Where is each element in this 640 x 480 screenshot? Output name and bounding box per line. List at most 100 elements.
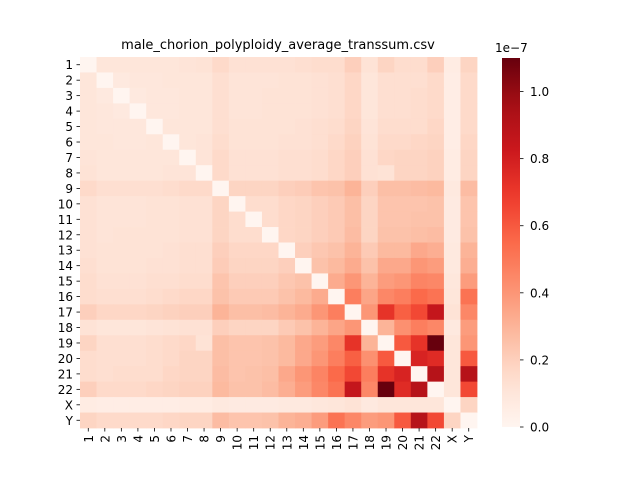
heatmap-cell: [228, 350, 246, 367]
heatmap-cell: [443, 257, 461, 274]
heatmap-cell: [377, 304, 395, 321]
heatmap-cell: [179, 350, 197, 367]
heatmap-cell: [460, 350, 478, 367]
heatmap-cell: [179, 304, 197, 321]
y-tick-label: 1: [65, 58, 73, 72]
heatmap-cell: [80, 288, 97, 305]
heatmap-cell: [295, 180, 312, 197]
heatmap-cell: [113, 149, 131, 166]
heatmap-cell: [410, 412, 428, 429]
heatmap-cell: [96, 227, 114, 243]
heatmap-cell: [195, 335, 213, 352]
heatmap-cell: [410, 72, 428, 89]
heatmap-cell: [162, 381, 180, 398]
heatmap-cell: [427, 103, 445, 120]
heatmap-cell: [245, 366, 263, 383]
heatmap-cell: [394, 381, 412, 398]
heatmap-cell: [261, 196, 279, 212]
heatmap-cell: [261, 103, 279, 120]
heatmap-cell: [162, 412, 180, 429]
heatmap-cell: [410, 304, 428, 321]
heatmap-cell: [80, 381, 97, 398]
heatmap-cell: [295, 165, 312, 182]
heatmap-cell: [162, 103, 180, 120]
x-tick-label: 13: [280, 435, 294, 450]
heatmap-cell: [278, 165, 296, 182]
heatmap-cell: [361, 304, 379, 321]
x-tick-label: 17: [346, 435, 360, 450]
heatmap-cell: [361, 57, 379, 73]
heatmap-cell: [212, 103, 230, 120]
heatmap-cell: [278, 304, 296, 321]
heatmap-cell: [129, 366, 147, 383]
heatmap-cell: [245, 381, 263, 398]
heatmap-cell: [80, 412, 97, 429]
heatmap-cell: [295, 134, 312, 151]
heatmap-cell: [261, 180, 279, 197]
heatmap-cell: [410, 273, 428, 290]
heatmap-cell: [361, 381, 379, 398]
heatmap-cell: [278, 397, 296, 413]
heatmap-cell: [146, 57, 164, 73]
heatmap-cell: [162, 335, 180, 352]
heatmap-cell: [129, 57, 147, 73]
heatmap-cell: [245, 273, 263, 290]
heatmap-cell: [80, 304, 97, 321]
heatmap-cell: [146, 412, 164, 429]
heatmap-cell: [443, 149, 461, 166]
heatmap-cell: [146, 257, 164, 274]
heatmap-cell: [295, 103, 312, 120]
heatmap-cell: [96, 381, 114, 398]
heatmap-cell: [129, 118, 147, 135]
heatmap-cell: [394, 72, 412, 89]
heatmap-cell: [361, 165, 379, 182]
heatmap-cell: [212, 87, 230, 104]
heatmap-cell: [295, 304, 312, 321]
heatmap-cell: [228, 304, 246, 321]
y-tick-label: 19: [58, 336, 73, 350]
heatmap-cell: [328, 397, 346, 413]
heatmap-cell: [212, 350, 230, 367]
heatmap-cell: [295, 242, 312, 259]
heatmap-cell: [96, 288, 114, 305]
heatmap-cell: [328, 273, 346, 290]
heatmap-cell: [146, 211, 164, 228]
heatmap-cell: [377, 397, 395, 413]
heatmap-cell: [377, 366, 395, 383]
heatmap-cell: [228, 242, 246, 259]
heatmap-cell: [344, 57, 362, 73]
heatmap-cell: [460, 288, 478, 305]
heatmap-cell: [460, 242, 478, 259]
heatmap-cell: [344, 180, 362, 197]
heatmap-cell: [113, 242, 131, 259]
y-tick-label: 2: [65, 74, 73, 88]
heatmap-cell: [361, 257, 379, 274]
heatmap-cell: [80, 149, 97, 166]
heatmap-cell: [361, 350, 379, 367]
heatmap-cell: [179, 180, 197, 197]
heatmap-cell: [195, 57, 213, 73]
heatmap-cell: [394, 118, 412, 135]
x-tick-label: X: [446, 435, 460, 443]
heatmap-cell: [245, 180, 263, 197]
heatmap-cell: [146, 196, 164, 212]
heatmap-cell: [311, 118, 329, 135]
heatmap-cell: [146, 118, 164, 135]
heatmap-cell: [410, 180, 428, 197]
heatmap-cell: [410, 165, 428, 182]
heatmap-cell: [295, 87, 312, 104]
heatmap-cell: [245, 72, 263, 89]
heatmap-cell: [113, 381, 131, 398]
heatmap-cell: [80, 57, 97, 73]
heatmap-cell: [410, 242, 428, 259]
heatmap-cell: [195, 180, 213, 197]
heatmap-cell: [278, 196, 296, 212]
heatmap-cell: [377, 381, 395, 398]
heatmap-cell: [162, 149, 180, 166]
heatmap-cell: [162, 319, 180, 336]
heatmap-cell: [113, 211, 131, 228]
heatmap-cell: [179, 134, 197, 151]
heatmap-cell: [146, 165, 164, 182]
heatmap-cell: [228, 118, 246, 135]
